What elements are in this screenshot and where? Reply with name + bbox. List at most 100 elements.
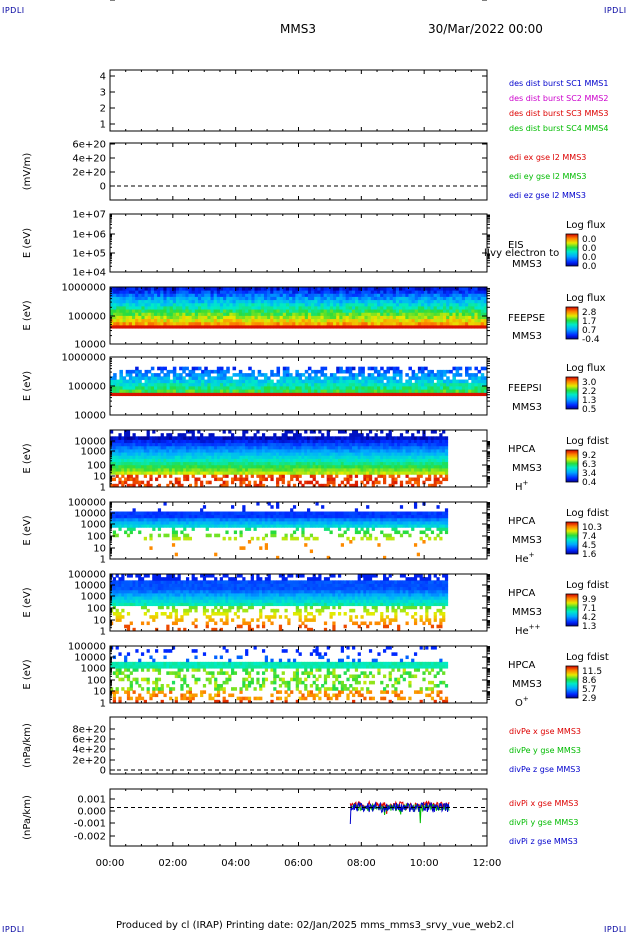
species-label: O+: [515, 695, 529, 709]
y-tick-label: 1: [100, 555, 106, 566]
y-tick-label: 2: [100, 104, 106, 115]
y-tick-label: 1e+06: [72, 230, 106, 241]
y-tick-label: 1000: [81, 592, 106, 603]
spectrogram-hpca_he: [110, 502, 449, 560]
colorbar-title: Log fdist: [566, 580, 609, 591]
instrument-label: HPCA: [508, 444, 536, 455]
corner-label-top-right: IPDLI: [604, 6, 627, 15]
colorbar-title: Log flux: [566, 220, 606, 231]
divpi-series: [349, 800, 450, 825]
mission-title: MMS3: [280, 22, 316, 36]
x-tick-label: 12:00: [473, 858, 502, 869]
y-tick-label: -0.002: [74, 832, 106, 843]
y-axis-label: E (eV): [22, 587, 33, 617]
colorbar-tick-label: 0.0: [582, 262, 597, 272]
y-tick-label: 100000: [68, 642, 106, 653]
spectrogram-feepse: [110, 287, 488, 329]
y-tick-label: -0.001: [74, 819, 106, 830]
spectrogram-hpca_o: [110, 646, 449, 704]
species-label: H+: [515, 479, 529, 493]
colorbar-tick-label: 9.9: [582, 595, 597, 605]
panel-frame: [109, 716, 488, 775]
colorbar-tick-label: 6.3: [582, 460, 596, 470]
panel-burst: 1 2 3 4 des dist burst SC1 MMS1 des dist burs…: [100, 69, 608, 133]
y-tick-label: 2e+20: [72, 168, 106, 179]
colorbar: [565, 521, 579, 555]
y-tick-label: 3: [100, 88, 106, 99]
y-axis-label: E (eV): [22, 300, 33, 330]
colorbar-tick-label: 4.2: [582, 613, 596, 623]
spacecraft-label: MMS3: [512, 259, 542, 270]
legend-entry: divPe y gse MMS3: [509, 746, 581, 755]
x-tick-label: 06:00: [284, 858, 313, 869]
colorbar-tick-label: 8.6: [582, 676, 597, 686]
y-tick-label: 1: [100, 627, 106, 638]
y-tick-label: 100: [87, 676, 106, 687]
spectrogram-feepsi: [110, 366, 488, 397]
colorbar-tick-label: 4.5: [582, 541, 596, 551]
legend-entry: divPi z gse MMS3: [509, 837, 578, 846]
panel-frame: [109, 213, 488, 273]
colorbar-tick-label: 3.0: [582, 378, 597, 388]
species-label: He+: [515, 551, 535, 565]
species-label: He++: [515, 623, 541, 637]
y-tick-label: 10: [93, 687, 106, 698]
legend-entry: des dist burst SC3 MMS3: [509, 109, 608, 118]
y-tick-label: 100000: [68, 570, 106, 581]
instrument-label: HPCA: [508, 516, 536, 527]
colorbar-tick-label: 0.5: [582, 405, 596, 415]
y-axis-label: (nPa/km): [22, 795, 33, 840]
colorbar: [565, 376, 579, 410]
y-tick-label: 1e+21: [72, 0, 106, 3]
legend-entry: des dist burst SC1 MMS1: [509, 79, 608, 88]
colorbar-tick-label: 0.0: [582, 244, 597, 254]
legend-entry: divPe x gse MMS3: [509, 727, 581, 736]
y-tick-label: 100: [87, 532, 106, 543]
colorbar-title: Log flux: [566, 293, 606, 304]
colorbar-tick-label: 1.6: [582, 550, 597, 560]
y-tick-label: 10000: [74, 437, 106, 448]
spacecraft-label: MMS3: [512, 679, 542, 690]
y-tick-label: 10: [93, 616, 106, 627]
y-tick-label: 2e+20: [72, 756, 106, 767]
colorbar-tick-label: 0.4: [582, 478, 597, 488]
y-tick-label: 10000: [74, 340, 106, 351]
y-tick-label: 10000: [74, 509, 106, 520]
y-axis-label: (nPa/km): [22, 723, 33, 768]
y-tick-label: 10: [93, 544, 106, 555]
legend-entry: divPi y gse MMS3: [509, 818, 578, 827]
y-tick-label: 0: [100, 182, 106, 193]
spacecraft-label: MMS3: [512, 463, 542, 474]
x-tick-label: 04:00: [221, 858, 250, 869]
plot-date: 30/Mar/2022 00:00: [428, 22, 543, 36]
panel-feepse: 10000 100000 1000000 E (eV) FEEPSE MMS3 Log fl…: [22, 283, 606, 351]
y-tick-label: 100: [87, 461, 106, 472]
y-axis-label: (mV/m): [22, 153, 33, 191]
legend-entry: divPe z gse MMS3: [509, 765, 580, 774]
colorbar-title: Log fdist: [566, 436, 609, 447]
corner-label-bottom-left: IPDLI: [2, 925, 25, 934]
y-tick-label: 1000000: [61, 283, 106, 294]
y-tick-label: 100000: [68, 382, 106, 393]
x-tick-label: 08:00: [347, 858, 376, 869]
colorbar-tick-label: 7.1: [582, 604, 596, 614]
y-tick-label: 1e+05: [72, 249, 106, 260]
colorbar-title: Log flux: [566, 363, 606, 374]
legend-entry: edi ex gse l2 MMS3: [509, 153, 586, 162]
legend-entry: edi ez gse l2 MMS3: [509, 191, 586, 200]
corner-label-bottom-right: IPDLI: [604, 925, 627, 934]
y-tick-label: 1: [100, 120, 106, 131]
y-tick-label: 1e+07: [72, 210, 106, 221]
legend-entry: des dist burst SC2 MMS2: [509, 94, 608, 103]
colorbar-tick-label: 2.9: [582, 694, 597, 704]
divpi-trace-z: [349, 801, 450, 825]
colorbar-tick-label: 9.2: [582, 451, 596, 461]
y-tick-label: 1: [100, 699, 106, 710]
colorbar-title: Log fdist: [566, 652, 609, 663]
spectrogram-hpca_hepp: [110, 574, 449, 632]
colorbar-tick-label: 1.3: [582, 622, 596, 632]
